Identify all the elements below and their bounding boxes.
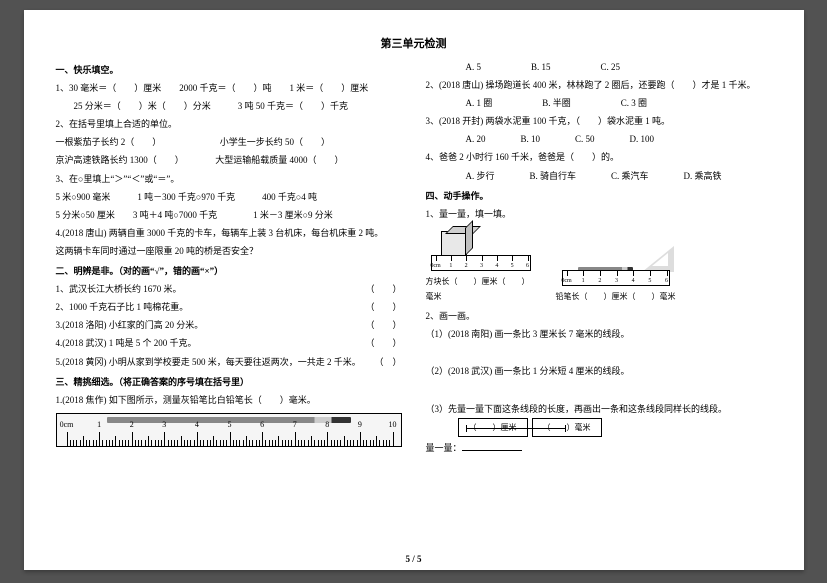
small-ruler-2: 0cm123456 [562, 270, 670, 286]
opt-4-a: A. 步行 [466, 168, 495, 185]
draw-3: （3）先量一量下面这条线段的长度，再画出一条和这条线段同样长的线段。 [426, 401, 772, 418]
tf-4-blank: （ ） [365, 335, 401, 352]
q3-stem: 3、在○里填上“＞”“＜”或“＝”。 [56, 171, 402, 188]
draw-1: （1）(2018 南阳) 画一条比 3 厘米长 7 毫米的线段。 [426, 326, 772, 343]
section-3-heading: 三、精挑细选。（将正确答案的序号填在括号里） [56, 374, 402, 391]
tf-1-blank: （ ） [365, 281, 401, 298]
draw-1-space [426, 344, 772, 362]
q4-line2: 这两辆卡车同时通过一座限重 20 吨的桥是否安全？ [56, 243, 402, 260]
measure-2: 2、画一画。 [426, 308, 772, 325]
choice-2: 2、(2018 唐山) 操场跑道长 400 米，林林跑了 2 圈后，还要跑（ ）… [426, 77, 772, 94]
q1-line2: 25 分米＝（ ）米（ ）分米 3 吨 50 千克＝（ ）千克 [56, 98, 402, 115]
opt-2-b: B. 半圈 [542, 95, 571, 112]
q3-line2: 5 分米○50 厘米 3 吨＋4 吨○7000 千克 1 米－3 厘米○9 分米 [56, 207, 402, 224]
q2-line1: 一根紫茄子长约 2（ ） 小学生一步长约 50（ ） [56, 134, 402, 151]
q3-line1: 5 米○900 毫米 1 吨－300 千克○970 千克 400 千克○4 吨 [56, 189, 402, 206]
opt-1-b: B. 15 [531, 59, 551, 76]
small-ruler-1: 0cm123456 [431, 255, 531, 271]
opt-3-b: B. 10 [521, 131, 541, 148]
two-columns: 一、快乐填空。 1、30 毫米＝（ ）厘米 2000 千克＝（ ）吨 1 米＝（… [56, 59, 772, 458]
tf-5-text: 5.(2018 黄冈) 小明从家到学校要走 500 米，每天要往返两次，一共走 … [56, 354, 361, 371]
tf-4: 4.(2018 武汉) 1 吨是 5 个 200 千克。 （ ） [56, 335, 402, 352]
right-column: A. 5 B. 15 C. 25 2、(2018 唐山) 操场跑道长 400 米… [426, 59, 772, 458]
draw-2-space [426, 382, 772, 400]
draw-3b-blank [462, 441, 522, 451]
opt-1-c: C. 25 [601, 59, 621, 76]
tf-3-blank: （ ） [365, 317, 401, 334]
draw-3-figure: （ ）厘米（ ）毫米 [426, 422, 772, 436]
draw-3b: 量一量： [426, 440, 772, 457]
opt-3-a: A. 20 [466, 131, 486, 148]
choice-1: 1.(2018 焦作) 如下图所示，测量灰铅笔比白铅笔长（ ）毫米。 [56, 392, 402, 409]
q2-stem: 2、在括号里填上合适的单位。 [56, 116, 402, 133]
q1-line1: 1、30 毫米＝（ ）厘米 2000 千克＝（ ）吨 1 米＝（ ）厘米 [56, 80, 402, 97]
draw-3b-label: 量一量： [426, 443, 462, 453]
draw-2: （2）(2018 武汉) 画一条比 1 分米短 4 厘米的线段。 [426, 363, 772, 380]
opt-1-a: A. 5 [466, 59, 482, 76]
fillbox-mm: （ ）毫米 [532, 418, 602, 437]
section-1-heading: 一、快乐填空。 [56, 62, 402, 79]
opt-2-a: A. 1 圈 [466, 95, 493, 112]
page-title: 第三单元检测 [56, 35, 772, 51]
figure-pencil: 0cm123456 铅笔长（ ）厘米（ ）毫米 [556, 242, 676, 304]
choice-3: 3、(2018 开封) 两袋水泥重 100 千克，（ ）袋水泥重 1 吨。 [426, 113, 772, 130]
opt-4-c: C. 乘汽车 [611, 168, 649, 185]
section-4-heading: 四、动手操作。 [426, 188, 772, 205]
opt-4-b: B. 骑自行车 [530, 168, 577, 185]
tf-4-text: 4.(2018 武汉) 1 吨是 5 个 200 千克。 [56, 335, 197, 352]
ruler-figure: 0cm12345678910 [56, 413, 402, 447]
fillbox-cm: （ ）厘米 [458, 418, 528, 437]
options-2: A. 1 圈 B. 半圈 C. 3 圈 [426, 95, 772, 112]
fig2-label: 铅笔长（ ）厘米（ ）毫米 [556, 289, 676, 304]
tf-1: 1、武汉长江大桥长约 1670 米。 （ ） [56, 281, 402, 298]
opt-4-d: D. 乘高铁 [684, 168, 722, 185]
opt-3-c: C. 50 [575, 131, 595, 148]
tf-1-text: 1、武汉长江大桥长约 1670 米。 [56, 281, 182, 298]
measure-1: 1、量一量，填一填。 [426, 206, 772, 223]
tf-2-text: 2、1000 千克石子比 1 吨棉花重。 [56, 299, 189, 316]
choice-4: 4、爸爸 2 小时行 160 千米，爸爸是（ ）的。 [426, 149, 772, 166]
options-1: A. 5 B. 15 C. 25 [426, 59, 772, 76]
tf-5: 5.(2018 黄冈) 小明从家到学校要走 500 米，每天要往返两次，一共走 … [56, 354, 402, 371]
options-4: A. 步行 B. 骑自行车 C. 乘汽车 D. 乘高铁 [426, 168, 772, 185]
options-3: A. 20 B. 10 C. 50 D. 100 [426, 131, 772, 148]
page: 第三单元检测 一、快乐填空。 1、30 毫米＝（ ）厘米 2000 千克＝（ ）… [24, 10, 804, 570]
tf-3-text: 3.(2018 洛阳) 小红家的门高 20 分米。 [56, 317, 204, 334]
cube-icon [441, 231, 467, 257]
tf-2: 2、1000 千克石子比 1 吨棉花重。 （ ） [56, 299, 402, 316]
tf-5-blank: （ ） [374, 354, 401, 371]
section-2-heading: 二、明辨是非。（对的画“√”，错的画“×”） [56, 263, 402, 280]
page-number: 5 / 5 [24, 554, 804, 564]
q2-line2: 京沪高速铁路长约 1300（ ） 大型运输船载质量 4000（ ） [56, 152, 402, 169]
opt-2-c: C. 3 圈 [621, 95, 647, 112]
opt-3-d: D. 100 [630, 131, 655, 148]
tf-3: 3.(2018 洛阳) 小红家的门高 20 分米。 （ ） [56, 317, 402, 334]
figure-row: 0cm123456 方块长（ ）厘米（ ）毫米 0cm123456 铅笔长（ ）… [426, 227, 772, 304]
tf-2-blank: （ ） [365, 299, 401, 316]
triangle-ruler-icon [642, 246, 674, 272]
left-column: 一、快乐填空。 1、30 毫米＝（ ）厘米 2000 千克＝（ ）吨 1 米＝（… [56, 59, 402, 458]
figure-cube: 0cm123456 方块长（ ）厘米（ ）毫米 [426, 227, 536, 304]
q4-line1: 4.(2018 唐山) 两辆自重 3000 千克的卡车，每辆车上装 3 台机床，… [56, 225, 402, 242]
fig1-label: 方块长（ ）厘米（ ）毫米 [426, 274, 536, 304]
